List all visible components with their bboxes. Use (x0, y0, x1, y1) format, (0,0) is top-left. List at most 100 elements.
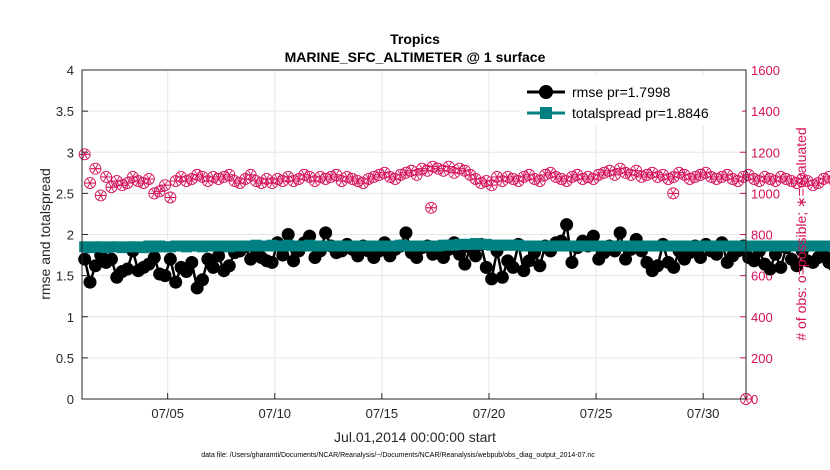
y-right-tick-label: 200 (751, 351, 773, 366)
rmse-point (244, 252, 258, 266)
y-right-tick-label: 1600 (751, 63, 780, 78)
rmse-point (827, 260, 830, 271)
rmse-point (195, 273, 209, 287)
obs-possible-circle (142, 173, 155, 185)
obs-possible-circle (774, 170, 787, 183)
obs-count-point (485, 179, 498, 192)
x-tick-label: 07/15 (366, 406, 399, 421)
obs-possible-circle (683, 173, 696, 185)
legend: rmse pr=1.7998 totalspread pr=1.8846 (520, 76, 742, 126)
obs-possible-circle (116, 179, 129, 192)
obs-count-point (464, 168, 477, 181)
grid (82, 70, 746, 399)
obs-possible-circle (501, 170, 514, 183)
obs-possible-circle (592, 168, 605, 181)
obs-possible-circle (94, 189, 107, 202)
rmse-point (453, 247, 467, 261)
rmse-point (83, 275, 97, 289)
totalspread-point (828, 240, 830, 252)
obs-possible-circle (453, 162, 466, 175)
obs-possible-circle (528, 173, 541, 185)
rmse-point (506, 260, 520, 274)
obs-possible-circle (635, 170, 648, 183)
obs-count-point (828, 176, 830, 186)
rmse-point (121, 262, 135, 276)
rmse-point (613, 226, 627, 240)
obs-possible-circle (346, 173, 359, 185)
rmse-point (303, 229, 317, 243)
obs-possible-circle (148, 187, 161, 200)
legend-rmse-label: rmse pr=1.7998 (572, 84, 671, 100)
rmse-point (222, 259, 236, 273)
rmse-point (104, 252, 118, 266)
obs-count-point (378, 166, 391, 179)
rmse-point (399, 226, 413, 240)
rmse-point (533, 259, 547, 273)
rmse-point (163, 252, 177, 266)
obs-count-point (425, 201, 438, 214)
rmse-point (667, 260, 681, 274)
rmse-point (351, 249, 365, 263)
rmse-point (651, 259, 665, 273)
obs-possible-circle (100, 170, 113, 183)
obs-count-point (533, 175, 546, 187)
obs-possible-circle (212, 173, 225, 185)
y-left-tick-label: 0.5 (56, 351, 74, 366)
obs-possible-circle (425, 201, 438, 214)
x-axis-label: Jul.01,2014 00:00:00 start (334, 429, 496, 445)
rmse-point (212, 249, 226, 263)
obs-possible-circle (780, 173, 793, 185)
obs-count-point (512, 175, 525, 187)
obs-possible-circle (325, 170, 337, 183)
obs-possible-circle (319, 173, 332, 185)
obs-possible-circle (673, 166, 686, 179)
obs-possible-circle (758, 170, 771, 183)
y-axis-left-ticks: 0 0.5 1 1.5 2 2.5 3 3.5 4 (56, 63, 88, 407)
y-axis-right-label: # of obs: o=possible; ∗=evaluated (793, 127, 809, 340)
y-left-tick-label: 0 (67, 392, 74, 407)
obs-possible-circle (159, 179, 171, 192)
series-obs-count (78, 148, 830, 405)
obs-possible-circle (367, 170, 380, 183)
series-totalspread (79, 238, 830, 254)
rmse-point (287, 254, 301, 268)
rmse-point (185, 255, 199, 269)
rmse-point (479, 260, 493, 274)
rmse-point (763, 262, 777, 276)
y-left-tick-label: 2 (67, 228, 74, 243)
obs-possible-circle (710, 173, 723, 185)
obs-possible-circle (191, 168, 204, 181)
y-right-tick-label: 1000 (751, 186, 780, 201)
y-left-tick-label: 2.5 (56, 186, 74, 201)
rmse-point (319, 226, 333, 240)
rmse-point (790, 259, 804, 273)
x-tick-label: 07/25 (580, 406, 613, 421)
obs-possible-circle (84, 177, 96, 190)
rmse-point (265, 255, 279, 269)
obs-count-point (164, 191, 177, 204)
rmse-point (410, 251, 424, 265)
obs-possible-circle (362, 173, 375, 185)
obs-count-point (142, 173, 155, 185)
obs-count-point (100, 170, 113, 183)
y-left-tick-label: 1.5 (56, 269, 74, 284)
obs-possible-circle (78, 148, 91, 161)
obs-possible-circle (828, 176, 830, 186)
rmse-point (560, 218, 574, 232)
obs-count-point (84, 177, 96, 190)
rmse-point (565, 255, 579, 269)
rmse-point (88, 259, 102, 273)
rmse-point (485, 272, 499, 286)
obs-count-point (159, 179, 171, 192)
y-left-tick-label: 3.5 (56, 104, 74, 119)
rmse-point (281, 228, 295, 241)
obs-possible-circle (485, 179, 498, 192)
y-axis-left-label: rmse and totalspread (37, 168, 53, 300)
rmse-point (495, 270, 509, 284)
data-file-footer: data file: /Users/gharamti/Documents/NCA… (201, 452, 595, 459)
obs-possible-circle (689, 170, 702, 183)
obs-possible-circle (180, 175, 193, 187)
obs-possible-circle (341, 170, 354, 183)
totalspread-point (823, 240, 830, 252)
